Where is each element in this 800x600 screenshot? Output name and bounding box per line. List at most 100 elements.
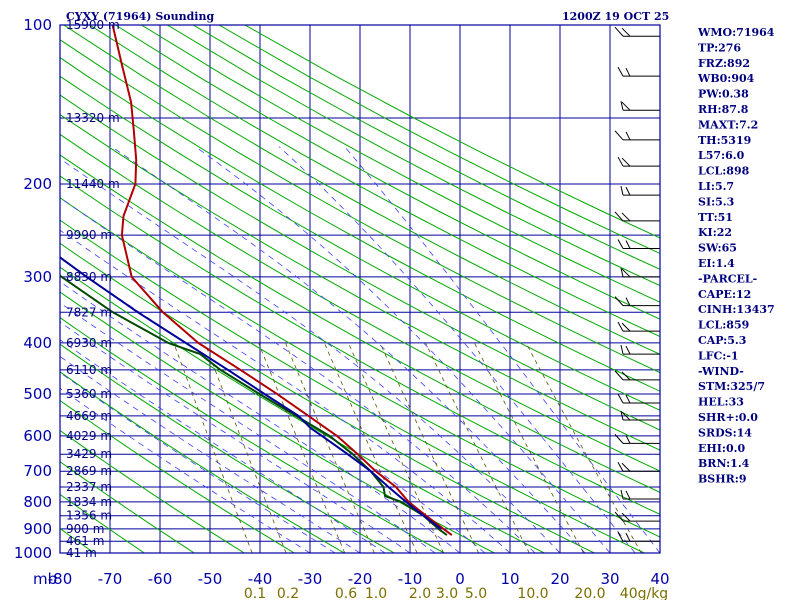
dry-adiabat-line bbox=[115, 25, 660, 320]
dry-adiabat-line bbox=[60, 291, 496, 553]
moist-adiabat-line bbox=[278, 146, 636, 553]
wind-barb-flag bbox=[617, 531, 624, 542]
wind-barb-flag bbox=[620, 344, 624, 355]
temperature-tick-label: -10 bbox=[398, 570, 423, 588]
plot-frame bbox=[59, 24, 661, 554]
mixing-ratio-line bbox=[379, 342, 479, 553]
height-label: 15900 m bbox=[66, 18, 120, 32]
index-item: TP:276 bbox=[698, 41, 741, 54]
wind-barb-flag bbox=[620, 186, 624, 196]
mixing-ratio-label: 0.2 bbox=[277, 586, 299, 600]
index-item: STM:325/7 bbox=[698, 380, 765, 393]
index-item: WMO:71964 bbox=[697, 26, 775, 39]
dry-adiabat-line bbox=[60, 461, 196, 553]
dry-adiabat-line bbox=[60, 493, 146, 553]
mixing-ratio-line bbox=[525, 342, 642, 553]
dry-adiabat-line bbox=[167, 25, 660, 287]
mixing-ratio-line bbox=[425, 342, 530, 553]
pressure-tick-label: 600 bbox=[23, 427, 52, 445]
dry-adiabat-line bbox=[60, 317, 446, 553]
index-item: PW:0.38 bbox=[698, 88, 749, 101]
wind-barb-icon bbox=[620, 101, 660, 111]
mixing-ratio-label: 0.6 bbox=[335, 586, 357, 600]
moist-adiabat-line bbox=[344, 146, 660, 553]
wind-barb-flag bbox=[621, 212, 631, 222]
moist-adiabat-line bbox=[60, 302, 436, 553]
index-item: HEL:33 bbox=[698, 396, 744, 409]
dry-adiabat-line bbox=[60, 343, 396, 553]
mixing-ratio-label: 0.1 bbox=[244, 586, 266, 600]
dry-adiabat-line bbox=[60, 242, 596, 553]
wind-barb-flag bbox=[617, 156, 624, 167]
dry-adiabat-line bbox=[60, 429, 246, 553]
temperature-line bbox=[111, 25, 453, 536]
index-item: -PARCEL- bbox=[698, 272, 757, 285]
wind-barb-icon bbox=[617, 393, 660, 404]
pressure-tick-label: 700 bbox=[23, 462, 52, 480]
index-item: BRN:1.4 bbox=[698, 457, 750, 470]
index-item: BSHR:9 bbox=[698, 473, 747, 486]
index-item: TT:51 bbox=[698, 211, 733, 224]
wind-barb-flag bbox=[617, 461, 624, 472]
dry-adiabat-line bbox=[60, 94, 660, 431]
wind-barb-flag bbox=[621, 101, 631, 111]
wind-barb-icon bbox=[620, 344, 660, 355]
wind-barb-flag bbox=[625, 490, 631, 500]
wind-barb-icon bbox=[617, 156, 660, 167]
wind-barb-flag bbox=[614, 26, 624, 37]
temperature-tick-label: 20 bbox=[550, 570, 569, 588]
wind-barb-icon bbox=[614, 130, 660, 141]
temperature-tick-label: -20 bbox=[348, 570, 373, 588]
wind-barb-icon bbox=[617, 531, 660, 542]
mixing-ratio-line bbox=[348, 342, 444, 553]
height-label: 461 m bbox=[66, 534, 104, 548]
height-label: 2337 m bbox=[66, 480, 112, 494]
height-label: 4669 m bbox=[66, 409, 112, 423]
dry-adiabat-line bbox=[60, 399, 296, 553]
height-label: 9990 m bbox=[66, 228, 112, 242]
wind-barb-flag bbox=[614, 370, 624, 381]
mixing-ratio-line bbox=[204, 342, 287, 553]
wind-barb-icon bbox=[617, 461, 660, 472]
pressure-tick-label: 200 bbox=[23, 175, 52, 193]
temperature-tick-label: -40 bbox=[248, 570, 273, 588]
wind-barb-flag bbox=[620, 410, 624, 421]
wind-barb-flag bbox=[625, 394, 631, 404]
pressure-tick-label: 300 bbox=[23, 268, 52, 286]
height-label: 6930 m bbox=[66, 336, 112, 350]
mixing-ratio-line bbox=[474, 342, 584, 553]
wind-barb-flag bbox=[614, 434, 624, 444]
pressure-tick-label: 900 bbox=[23, 520, 52, 538]
index-item: SRDS:14 bbox=[698, 426, 752, 439]
wind-barb-flag bbox=[621, 157, 631, 167]
wind-barb-flag bbox=[621, 411, 631, 421]
wind-barb-icon bbox=[617, 321, 660, 332]
mixing-ratio-line bbox=[324, 342, 418, 553]
wind-barb-icon bbox=[614, 511, 660, 522]
index-item: CAP:5.3 bbox=[698, 334, 746, 347]
index-item: LI:5.7 bbox=[698, 180, 734, 193]
wind-barb-flag bbox=[617, 239, 624, 249]
height-label: 11440 m bbox=[66, 177, 120, 191]
wind-barb-icon bbox=[620, 267, 660, 278]
index-item: LCL:898 bbox=[698, 165, 750, 178]
dry-adiabat-line bbox=[60, 57, 660, 392]
temperature-tick-label: -70 bbox=[98, 570, 123, 588]
dry-adiabat-line bbox=[218, 25, 660, 255]
dry-adiabat-line bbox=[60, 39, 660, 374]
wind-barb-icon bbox=[620, 489, 660, 500]
dry-adiabat-line bbox=[60, 219, 646, 553]
wind-barb-flag bbox=[621, 512, 631, 522]
temperature-tick-label: 0 bbox=[455, 570, 465, 588]
moist-adiabat-line bbox=[60, 197, 536, 553]
moist-adiabat-line bbox=[60, 158, 561, 553]
mixing-ratio-label: 5.0 bbox=[465, 586, 487, 600]
dry-adiabat-line bbox=[60, 371, 346, 553]
wind-barb-flag bbox=[625, 435, 631, 444]
wind-barb-flag bbox=[625, 533, 631, 542]
temperature-tick-label: -80 bbox=[48, 570, 73, 588]
mixing-ratio-label: 1.0 bbox=[365, 586, 387, 600]
mixing-ratio-label: 40g/kg bbox=[620, 586, 668, 600]
